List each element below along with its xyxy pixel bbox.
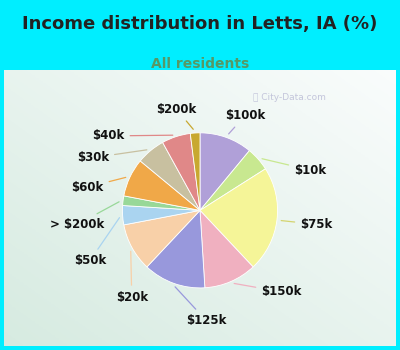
Text: Ⓜ City-Data.com: Ⓜ City-Data.com xyxy=(253,93,326,103)
Wedge shape xyxy=(124,210,200,267)
Wedge shape xyxy=(200,169,278,267)
Text: $100k: $100k xyxy=(225,109,265,134)
Text: $10k: $10k xyxy=(262,159,326,176)
Text: Income distribution in Letts, IA (%): Income distribution in Letts, IA (%) xyxy=(22,15,378,33)
Text: $125k: $125k xyxy=(175,287,226,327)
Wedge shape xyxy=(200,150,266,210)
Text: $30k: $30k xyxy=(77,150,147,164)
Wedge shape xyxy=(200,133,250,210)
Text: $50k: $50k xyxy=(74,218,120,267)
Text: > $200k: > $200k xyxy=(50,202,119,231)
Text: $20k: $20k xyxy=(116,251,148,304)
Text: $75k: $75k xyxy=(281,218,332,231)
Wedge shape xyxy=(163,133,200,210)
Wedge shape xyxy=(190,133,200,210)
Wedge shape xyxy=(124,161,200,210)
Wedge shape xyxy=(200,210,253,288)
Text: $40k: $40k xyxy=(92,130,173,142)
Text: $60k: $60k xyxy=(72,177,126,194)
Wedge shape xyxy=(122,205,200,225)
Wedge shape xyxy=(123,196,200,210)
Wedge shape xyxy=(140,142,200,210)
Text: $200k: $200k xyxy=(157,103,197,129)
Wedge shape xyxy=(147,210,205,288)
Text: $150k: $150k xyxy=(234,284,302,298)
Text: All residents: All residents xyxy=(151,57,249,71)
